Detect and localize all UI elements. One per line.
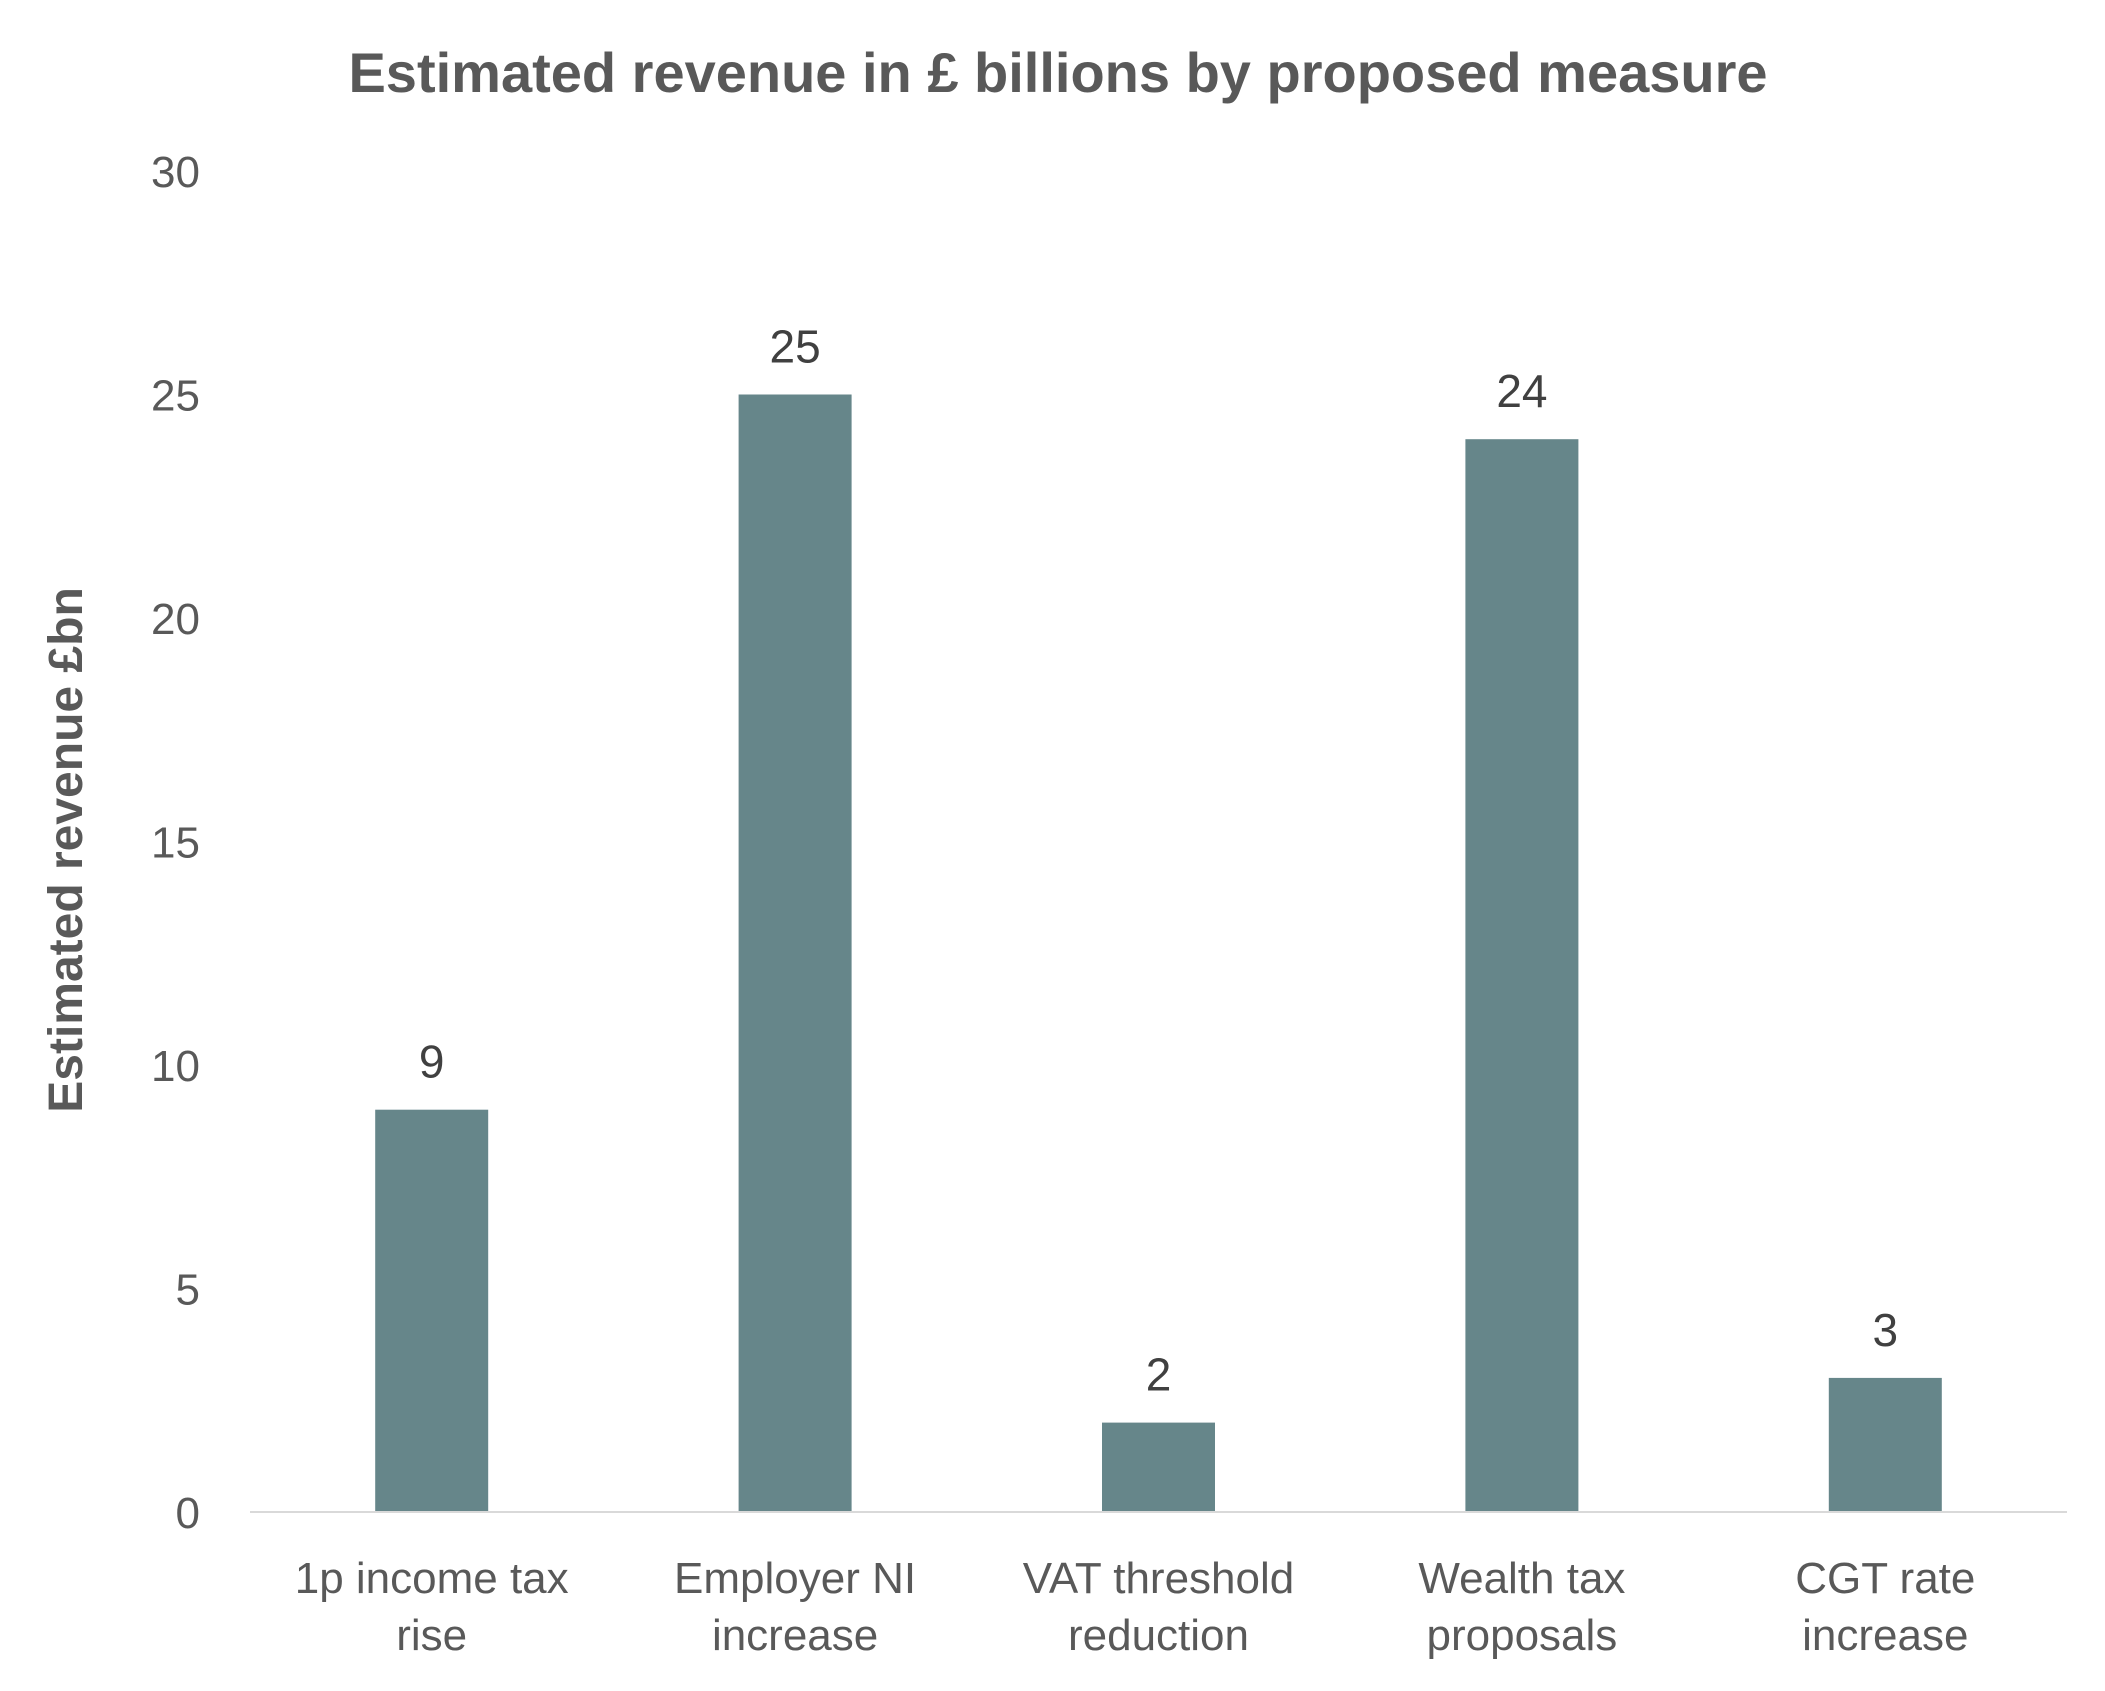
bar xyxy=(375,1109,489,1512)
bar xyxy=(1828,1377,1942,1512)
x-tick-label: rise xyxy=(396,1611,467,1660)
x-tick-label: proposals xyxy=(1427,1611,1618,1660)
x-tick-label: increase xyxy=(712,1611,878,1660)
bar xyxy=(738,394,852,1512)
data-label: 9 xyxy=(419,1036,445,1088)
data-label: 24 xyxy=(1496,365,1547,417)
y-tick-label: 30 xyxy=(151,148,200,197)
x-tick-label: VAT threshold xyxy=(1023,1554,1294,1603)
data-label: 2 xyxy=(1146,1349,1172,1401)
y-tick-label: 5 xyxy=(176,1266,200,1315)
x-tick-label: reduction xyxy=(1068,1611,1249,1660)
data-label: 25 xyxy=(770,321,821,373)
data-label: 3 xyxy=(1873,1304,1899,1356)
bar xyxy=(1102,1422,1215,1512)
x-tick-label: 1p income tax xyxy=(295,1554,569,1603)
y-axis-label: Estimated revenue £bn xyxy=(40,587,93,1113)
x-tick-label: increase xyxy=(1802,1611,1968,1660)
y-tick-label: 0 xyxy=(176,1489,200,1538)
x-tick-label: Employer NI xyxy=(674,1554,916,1603)
y-tick-label: 20 xyxy=(151,595,200,644)
chart-title: Estimated revenue in £ billions by propo… xyxy=(348,41,1767,104)
y-tick-label: 25 xyxy=(151,372,200,421)
x-tick-label: CGT rate xyxy=(1795,1554,1975,1603)
y-tick-label: 10 xyxy=(151,1042,200,1091)
x-tick-label: Wealth tax xyxy=(1418,1554,1625,1603)
bar xyxy=(1465,439,1579,1513)
y-tick-label: 15 xyxy=(151,819,200,868)
